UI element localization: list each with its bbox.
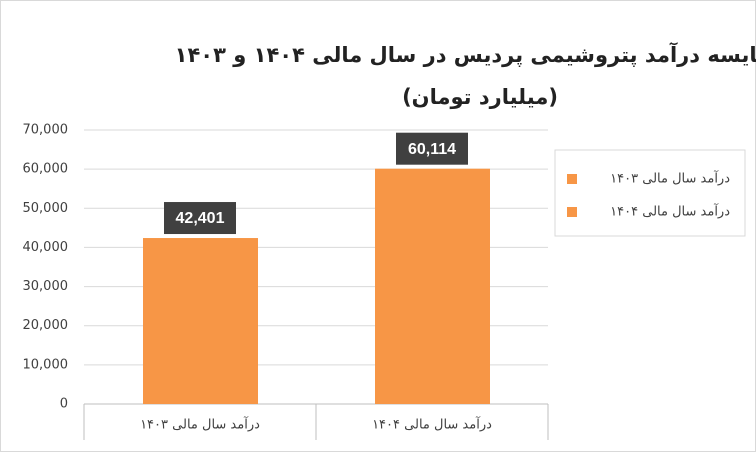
legend-swatch: [567, 174, 577, 184]
value-label-box: [396, 132, 468, 165]
bar: [143, 238, 258, 404]
bar: [375, 168, 490, 404]
y-tick-label: 10,000: [23, 357, 69, 372]
y-tick-label: 30,000: [23, 279, 69, 294]
legend-label: درآمد سال مالی ۱۴۰۳: [610, 170, 730, 187]
y-tick-label: 40,000: [23, 240, 69, 255]
chart-title: مقایسه درآمد پتروشیمی پردیس در سال مالی …: [175, 42, 756, 67]
chart-subtitle: (میلیارد تومان): [402, 85, 558, 109]
y-tick-label: 60,000: [23, 162, 69, 177]
value-label-box: [164, 202, 236, 235]
x-tick-label: درآمد سال مالی ۱۴۰۳: [140, 416, 260, 433]
y-tick-label: 0: [60, 397, 68, 412]
legend-label: درآمد سال مالی ۱۴۰۴: [610, 203, 730, 220]
value-label: 60,114: [408, 141, 456, 158]
y-tick-label: 20,000: [23, 318, 69, 333]
y-tick-label: 50,000: [23, 201, 69, 216]
legend-swatch: [567, 207, 577, 217]
legend-box: [554, 149, 746, 237]
x-tick-label: درآمد سال مالی ۱۴۰۴: [372, 416, 492, 433]
value-label: 42,401: [176, 210, 225, 227]
y-tick-label: 70,000: [23, 123, 69, 138]
